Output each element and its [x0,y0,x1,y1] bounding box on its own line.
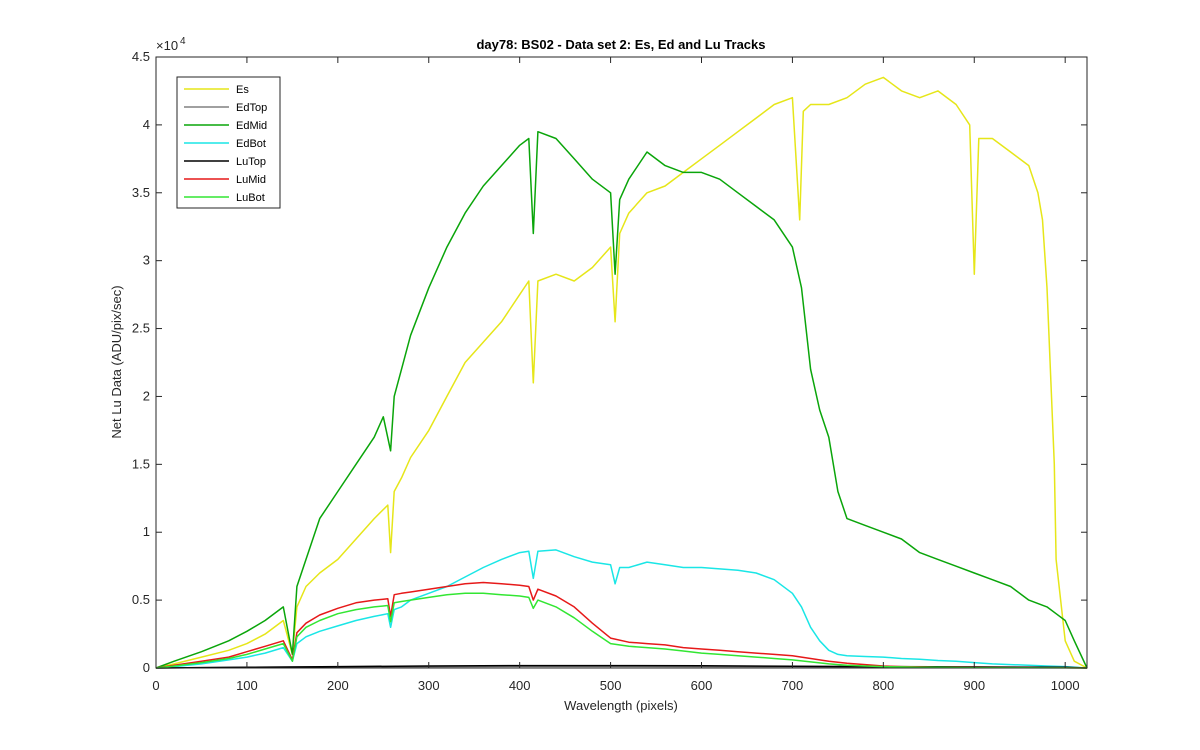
tick-layer: 0 100 200 300 400 500 600 700 800 900 1000 0 0.5 1 1.5… [132,49,1087,693]
y-tick-label: 0.5 [132,592,150,607]
legend-label-es: Es [236,84,249,96]
y-tick-label: 3.5 [132,185,150,200]
x-tick-label: 0 [152,678,159,693]
legend-label-lumid: LuMid [236,174,266,186]
x-tick-label: 1000 [1051,678,1080,693]
x-tick-label: 700 [782,678,804,693]
legend-label-lutop: LuTop [236,156,266,168]
y-tick-label: 2 [143,388,150,403]
y-tick-label: 0 [143,660,150,675]
legend-label-edtop: EdTop [236,102,267,114]
x-tick-label: 900 [963,678,985,693]
series-line-es [155,76,1088,669]
legend-label-edbot: EdBot [236,138,266,150]
x-tick-label: 400 [509,678,531,693]
series-line-lumid [155,581,1088,669]
x-tick-label: 500 [600,678,622,693]
series-line-lubot [155,592,1088,669]
chart-title: day78: BS02 - Data set 2: Es, Ed and Lu … [476,37,765,52]
x-tick-label: 600 [691,678,713,693]
legend: Es EdTop EdMid EdBot LuTop LuMid LuBot [176,76,281,209]
series-line-edmid [155,130,1088,669]
y-exponent-base: ×10 [156,38,178,53]
x-tick-label: 200 [327,678,349,693]
series-layer [155,76,1088,669]
y-tick-label: 4 [143,117,150,132]
y-exponent-power: 4 [180,36,186,47]
y-tick-label: 1 [143,524,150,539]
plot-frame [155,56,1088,669]
x-tick-label: 100 [236,678,258,693]
x-axis-label: Wavelength (pixels) [564,698,678,713]
y-tick-label: 4.5 [132,49,150,64]
y-tick-label: 3 [143,253,150,268]
legend-label-edmid: EdMid [236,120,267,132]
plot-area [156,57,1087,668]
y-tick-label: 2.5 [132,321,150,336]
y-tick-label: 1.5 [132,456,150,471]
x-tick-label: 300 [418,678,440,693]
legend-label-lubot: LuBot [236,192,265,204]
x-tick-label: 800 [872,678,894,693]
series-line-edbot [155,549,1088,669]
y-axis-label: Net Lu Data (ADU/pix/sec) [109,285,124,438]
